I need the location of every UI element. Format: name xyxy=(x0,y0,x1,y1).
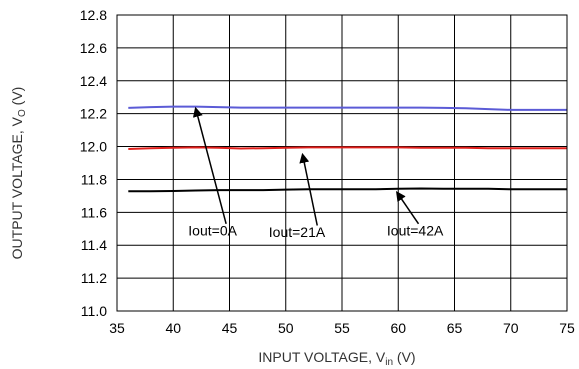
x-tick-labels: 35 40 45 50 55 60 65 70 75 xyxy=(109,320,575,336)
annotation-label-iout-0a: Iout=0A xyxy=(188,222,237,238)
x-axis-label-unit: (V) xyxy=(393,349,416,365)
annotation-arrow-iout-42a xyxy=(395,190,420,225)
series-line-iout-0a xyxy=(128,105,567,111)
annotation-label-iout-42a: Iout=42A xyxy=(387,222,444,238)
x-tick-label: 40 xyxy=(165,320,181,336)
series-line-iout-42a xyxy=(128,187,567,193)
y-axis-label: OUTPUT VOLTAGE, VO (V) xyxy=(9,87,28,260)
x-axis-label-sub: in xyxy=(385,357,393,368)
x-tick-label: 35 xyxy=(109,320,125,336)
annotation-arrow-iout-21a xyxy=(299,152,318,226)
x-tick-label: 70 xyxy=(503,320,519,336)
x-axis-label-main: INPUT VOLTAGE, V xyxy=(258,349,385,365)
x-tick-label: 50 xyxy=(278,320,294,336)
series-line-iout-21a xyxy=(128,146,567,150)
y-axis-label-unit: (V) xyxy=(9,87,25,110)
y-tick-label: 12.0 xyxy=(80,139,107,155)
y-tick-label: 11.8 xyxy=(81,171,107,187)
y-tick-label: 12.6 xyxy=(80,40,107,56)
grid xyxy=(116,14,568,312)
y-tick-label: 11.2 xyxy=(81,270,107,286)
y-axis-label-sub: O xyxy=(17,109,28,117)
x-tick-label: 45 xyxy=(222,320,238,336)
y-tick-label: 12.2 xyxy=(80,106,107,122)
x-tick-label: 75 xyxy=(559,320,575,336)
y-tick-label: 11.0 xyxy=(81,303,107,319)
x-tick-label: 55 xyxy=(334,320,350,336)
annotation-label-iout-21a: Iout=21A xyxy=(269,224,326,240)
y-axis-label-main: OUTPUT VOLTAGE, V xyxy=(9,116,25,259)
plot-frame xyxy=(116,14,568,312)
x-tick-label: 65 xyxy=(447,320,463,336)
x-axis-label: INPUT VOLTAGE, Vin (V) xyxy=(258,349,415,368)
y-tick-label: 11.4 xyxy=(81,237,107,253)
x-tick-label: 60 xyxy=(390,320,406,336)
y-tick-label: 11.6 xyxy=(81,204,107,220)
y-tick-label: 12.4 xyxy=(80,73,107,89)
series-lines xyxy=(128,105,567,193)
y-tick-label: 12.8 xyxy=(80,7,107,23)
annotation-arrow-iout-0a xyxy=(192,106,227,225)
y-tick-labels: 11.0 11.2 11.4 11.6 11.8 12.0 12.2 12.4 12.6 12.8 xyxy=(80,7,107,319)
annotations: Iout=0A Iout=21A Iout=42A xyxy=(188,106,444,240)
